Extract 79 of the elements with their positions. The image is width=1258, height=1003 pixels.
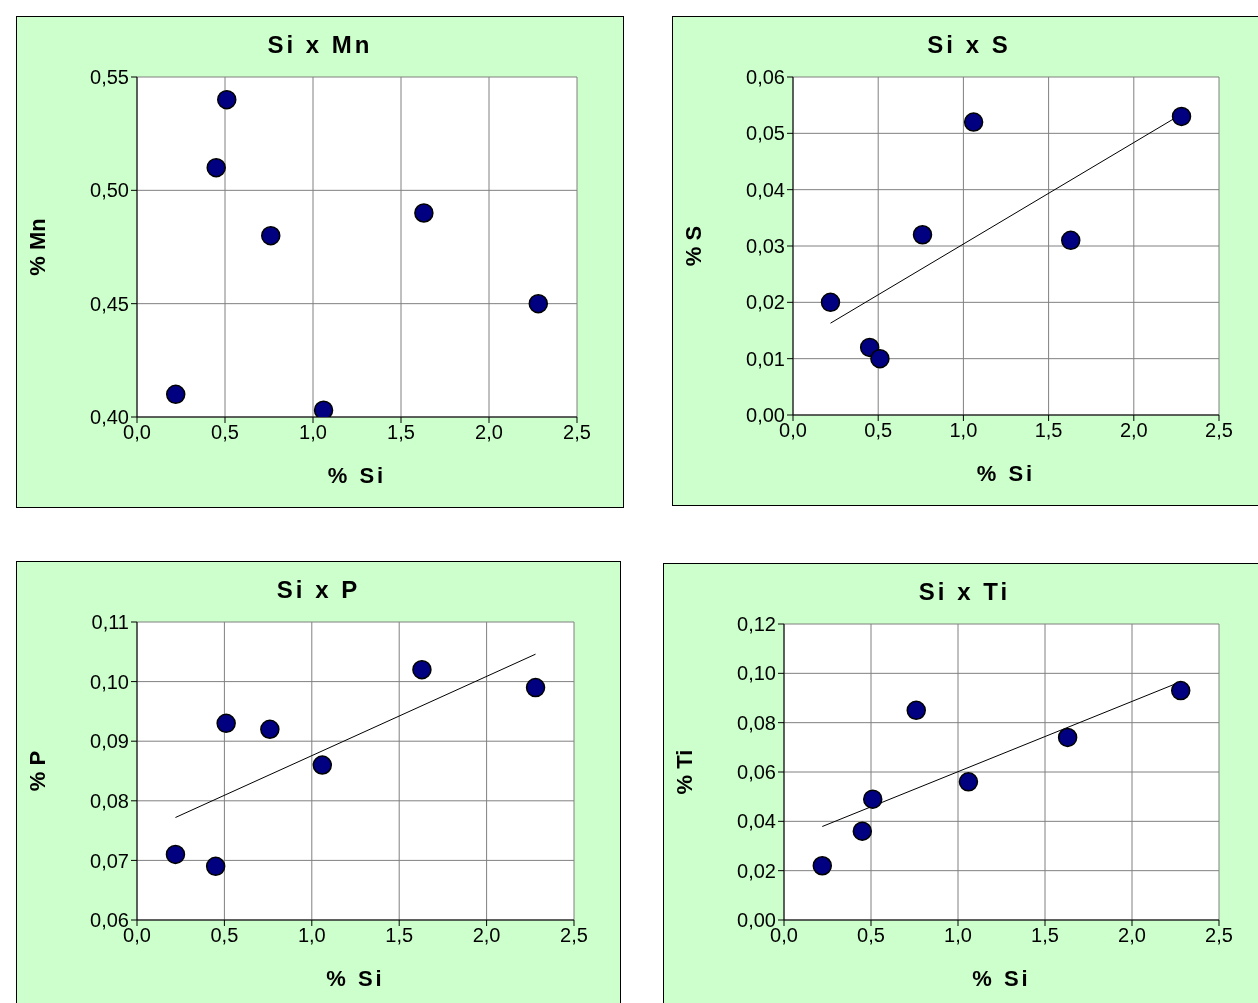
x-tick-label: 1,5 [1031, 924, 1059, 947]
y-tick-label: 0,01 [746, 347, 785, 370]
point [412, 659, 432, 680]
y-tick-label: 0,04 [746, 178, 785, 201]
point [261, 225, 281, 246]
y-tick-label: 0,12 [737, 613, 776, 636]
point [1170, 680, 1191, 701]
point [313, 400, 334, 417]
y-tick-label: 0,09 [90, 730, 129, 753]
point [414, 203, 434, 223]
y-tick-label: 0,10 [90, 670, 129, 693]
y-tick-label: 0,04 [737, 810, 776, 833]
x-tick-label: 2,0 [472, 924, 501, 947]
y-tick-label: 0,03 [746, 235, 785, 258]
y-axis-title: % Ti [671, 749, 697, 795]
point [206, 157, 226, 178]
point [812, 855, 833, 876]
x-tick-label: 2,5 [560, 924, 588, 947]
x-tick-label: 1,0 [944, 924, 972, 947]
y-tick-label: 0,50 [90, 179, 129, 202]
point [958, 772, 979, 792]
point [528, 293, 549, 314]
point [1061, 230, 1081, 251]
point [165, 384, 186, 405]
x-tick-label: 2,0 [1118, 924, 1146, 947]
point [260, 719, 280, 740]
x-tick-label: 2,5 [1205, 419, 1233, 442]
x-tick-label: 1,0 [299, 421, 327, 444]
x-tick-label: 0,5 [857, 924, 885, 947]
x-axis-title: % Si [326, 966, 385, 991]
y-tick-label: 0,11 [91, 611, 129, 634]
point [852, 821, 873, 841]
x-tick-label: 1,5 [385, 924, 414, 947]
point [870, 348, 890, 369]
point [1171, 106, 1192, 127]
point [1057, 727, 1078, 748]
point [820, 292, 841, 313]
y-axis-title: % P [24, 750, 50, 792]
point [217, 89, 237, 110]
x-axis-title: % Si [972, 966, 1031, 991]
y-tick-label: 0,08 [90, 789, 129, 812]
x-axis-title: % Si [976, 461, 1036, 486]
y-tick-label: 0,06 [737, 761, 776, 784]
point [862, 789, 883, 809]
x-tick-label: 0,5 [211, 421, 239, 444]
y-tick-label: 0,06 [746, 66, 785, 89]
chart-title: Si x S [926, 31, 1012, 60]
y-tick-label: 0,05 [746, 122, 785, 145]
y-tick-label: 0,55 [90, 66, 129, 89]
y-tick-label: 0,02 [746, 291, 785, 314]
x-tick-label: 2,5 [1205, 924, 1233, 947]
point [963, 112, 984, 132]
x-tick-label: 1,0 [297, 924, 326, 947]
y-tick-label: 0,10 [737, 662, 776, 685]
point [312, 755, 333, 775]
y-axis-title: % S [680, 225, 706, 267]
x-tick-label: 1,5 [387, 421, 415, 444]
y-axis-title: % Mn [24, 218, 50, 276]
point [216, 713, 236, 734]
point [205, 856, 226, 877]
x-tick-label: 0,5 [864, 419, 893, 442]
point [525, 677, 546, 698]
x-tick-label: 2,5 [563, 421, 591, 444]
point [912, 224, 933, 245]
x-tick-label: 2,0 [1119, 419, 1148, 442]
y-tick-label: 0,45 [90, 292, 129, 315]
point [906, 700, 926, 721]
chart-title: Si x Mn [266, 31, 374, 60]
x-tick-label: 1,5 [1034, 419, 1063, 442]
x-tick-label: 2,0 [475, 421, 503, 444]
x-tick-label: 1,0 [949, 419, 978, 442]
chart-title: Si x P [275, 576, 362, 605]
x-axis-title: % Si [327, 463, 387, 488]
chart-title: Si x Ti [917, 578, 1012, 607]
y-tick-label: 0,07 [90, 849, 129, 872]
y-tick-label: 0,08 [737, 711, 776, 734]
x-tick-label: 0,5 [210, 924, 239, 947]
y-tick-label: 0,02 [737, 859, 776, 882]
point [165, 844, 186, 865]
